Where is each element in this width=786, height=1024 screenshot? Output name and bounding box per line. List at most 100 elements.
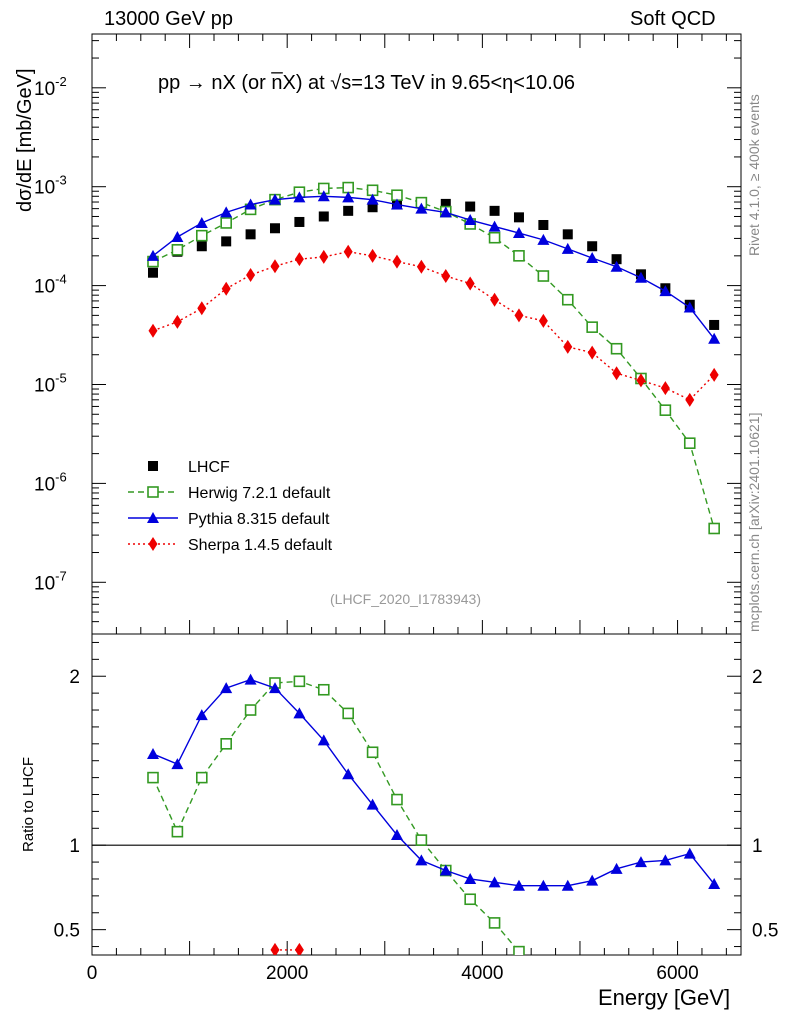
ratio-pythia-point	[610, 862, 623, 874]
main-lhcf-point	[489, 205, 500, 216]
main-pythia-point	[439, 206, 452, 218]
legend-pythia-label: Pythia 8.315 default	[188, 511, 330, 528]
main-sherpa-point	[660, 381, 670, 396]
chart-title: pp → nX (or n̅X) at √s=13 TeV in 9.65<η<…	[158, 72, 575, 94]
ratio-pythia-point	[268, 682, 281, 694]
main-herwig-point	[708, 522, 720, 535]
main-pythia-point	[220, 206, 233, 218]
main-herwig-point	[683, 437, 696, 449]
main-y-tick-label: 10-7	[34, 568, 67, 594]
main-sherpa-point	[514, 308, 524, 323]
ratio-herwig-point	[415, 834, 428, 846]
ratio-herwig-point	[293, 675, 306, 688]
main-lhcf-point	[562, 229, 573, 240]
main-lhcf-point	[709, 319, 720, 330]
ratio-pythia-point	[244, 673, 257, 685]
main-pythia-line	[152, 195, 715, 340]
ratio-pythia-point	[195, 709, 208, 721]
ratio-pythia-point	[708, 878, 721, 890]
ratio-y-tick-label-right: 0.5	[752, 921, 778, 942]
main-lhcf-point	[318, 211, 329, 222]
main-lhcf-point	[221, 236, 232, 247]
main-herwig-point	[610, 342, 623, 355]
main-pythia-point	[195, 216, 208, 228]
ratio-y-tick-label: 1	[69, 836, 80, 857]
main-pythia-point	[268, 193, 281, 205]
legend-herwig-label: Herwig 7.2.1 default	[188, 485, 331, 502]
ratio-y-axis-label: Ratio to LHCF	[20, 756, 37, 852]
ratio-pythia-point	[561, 879, 574, 891]
main-lhcf-point	[269, 223, 280, 234]
main-herwig-point	[171, 244, 184, 256]
main-lhcf-point	[343, 205, 354, 216]
main-sherpa-point	[197, 301, 207, 316]
main-sherpa-point	[172, 314, 182, 329]
main-sherpa-point	[319, 249, 329, 264]
x-tick-label: 2000	[266, 963, 308, 984]
main-sherpa-point	[148, 323, 158, 338]
main-herwig-point	[195, 229, 208, 242]
ratio-herwig-point	[464, 893, 476, 906]
main-y-tick-label: 10-6	[34, 469, 67, 495]
ratio-herwig-point	[195, 771, 208, 784]
main-lhcf-point	[538, 219, 549, 230]
main-sherpa-point	[294, 252, 304, 267]
main-lhcf-point	[611, 254, 622, 265]
main-sherpa-point	[270, 259, 280, 274]
main-lhcf-point	[245, 229, 256, 240]
main-sherpa-point	[636, 373, 646, 388]
main-sherpa-point	[538, 313, 548, 328]
ratio-pythia-point	[390, 829, 403, 841]
header-right: Soft QCD	[630, 8, 716, 30]
ratio-pythia-point	[659, 854, 672, 866]
main-pythia-point	[464, 214, 477, 226]
main-herwig-line	[152, 186, 715, 529]
main-pythia-point	[415, 202, 428, 214]
legend-pythia-marker	[147, 512, 159, 523]
x-tick-label: 4000	[461, 963, 503, 984]
ratio-pythia-point	[220, 682, 233, 694]
main-sherpa-point	[441, 269, 451, 284]
main-sherpa-point	[612, 366, 622, 381]
mcplots-label: mcplots.cern.ch [arXiv:2401.10621]	[746, 412, 762, 632]
ratio-pythia-point	[293, 707, 306, 719]
ratio-pythia-point	[415, 854, 428, 866]
main-sherpa-point	[416, 259, 426, 274]
main-herwig-point	[537, 270, 550, 282]
rivet-version-label: Rivet 4.1.0, ≥ 400k events	[746, 94, 762, 256]
main-pythia-point	[366, 193, 379, 205]
main-lhcf-point	[440, 198, 451, 209]
ratio-pythia-point	[439, 864, 452, 876]
main-pythia-point	[659, 285, 672, 297]
ratio-herwig-point	[342, 707, 354, 720]
x-axis-label: Energy [GeV]	[598, 985, 731, 1010]
ratio-y-tick-label-right: 2	[752, 667, 763, 688]
analysis-tag: (LHCF_2020_I1783943)	[330, 591, 481, 607]
main-pythia-point	[610, 260, 623, 272]
main-sherpa-point	[685, 392, 695, 407]
ratio-pythia-point	[146, 747, 159, 759]
main-herwig-point	[513, 250, 525, 262]
main-pythia-point	[561, 242, 574, 254]
ratio-pythia-point	[634, 856, 647, 868]
legend-sherpa-marker	[148, 537, 158, 551]
legend: LHCF Herwig 7.2.1 default Pythia 8.315 def…	[128, 459, 333, 554]
main-lhcf-point	[587, 241, 598, 252]
main-sherpa-point	[563, 339, 573, 354]
main-sherpa-point	[490, 292, 500, 307]
main-series-group	[146, 181, 721, 535]
ratio-herwig-point	[171, 825, 184, 838]
main-sherpa-point	[368, 248, 378, 263]
ratio-herwig-point	[488, 917, 501, 929]
ratio-herwig-point	[147, 771, 159, 784]
ratio-y-tick-label: 2	[69, 667, 80, 688]
main-pythia-point	[683, 301, 696, 313]
main-sherpa-point	[392, 254, 402, 269]
ratio-herwig-point	[244, 704, 257, 716]
ratio-pythia-point	[488, 876, 501, 888]
ratio-plot-frame	[91, 633, 742, 956]
main-sherpa-point	[246, 267, 256, 282]
main-pythia-point	[342, 191, 355, 203]
legend-herwig-marker	[147, 486, 159, 498]
